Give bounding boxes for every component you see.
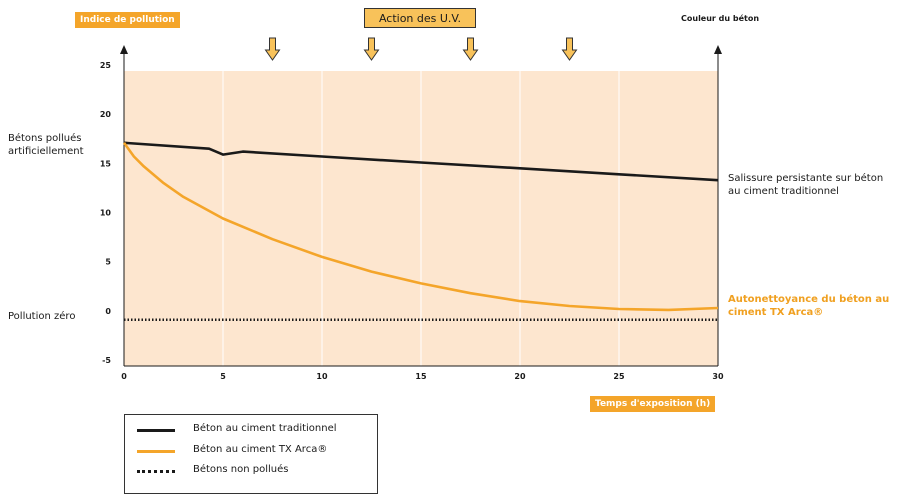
y-axis-arrow-right [714, 45, 722, 54]
x-tick-label: 25 [613, 372, 625, 381]
tick-labels: -5 0 5 10 15 20 25 0 5 10 15 20 25 30 [100, 61, 724, 381]
x-tick-label: 15 [415, 372, 427, 381]
y-tick-label: 25 [100, 61, 112, 70]
x-tick-label: 5 [220, 372, 226, 381]
legend-label: Bétons non pollués [193, 464, 289, 475]
uv-arrow-icon [462, 37, 479, 61]
legend-label: Béton au ciment traditionnel [193, 423, 337, 434]
uv-arrows [264, 37, 578, 61]
label-polluted: Bétons pollués artificiellement [8, 133, 84, 157]
axes [120, 45, 722, 367]
right-axis-title: Couleur du béton [681, 14, 760, 23]
series-lines [122, 141, 719, 322]
label-traditional-result: Salissure persistante sur béton au cimen… [728, 173, 884, 197]
x-tick-label: 0 [121, 372, 127, 381]
label-pollution-zero: Pollution zéro [8, 311, 76, 322]
y-axis-title: Indice de pollution [75, 12, 180, 28]
y-tick-label: 10 [100, 209, 112, 218]
legend-swatch-traditional [137, 429, 175, 432]
x-tick-label: 20 [514, 372, 526, 381]
uv-arrow-icon [363, 37, 380, 61]
y-tick-label: 20 [100, 110, 112, 119]
y-axis-arrow-left [120, 45, 128, 54]
x-tick-label: 30 [712, 372, 724, 381]
label-arca-result: Autonettoyance du béton au ciment TX Arc… [728, 294, 890, 318]
uv-arrow-icon [561, 37, 578, 61]
y-tick-label: -5 [102, 356, 111, 365]
y-tick-label: 5 [105, 258, 111, 267]
legend-swatch-unpolluted [137, 470, 175, 473]
x-axis-title: Temps d'exposition (h) [590, 396, 716, 412]
grid-lines [222, 71, 620, 366]
pollution-chart: -5 0 5 10 15 20 25 0 5 10 15 20 25 30 [100, 37, 724, 381]
x-tick-label: 10 [316, 372, 328, 381]
uv-action-label: Action des U.V. [364, 8, 476, 28]
uv-arrow-icon [264, 37, 281, 61]
y-tick-label: 15 [100, 159, 112, 168]
legend: Béton au ciment traditionnel Béton au ci… [124, 414, 378, 494]
legend-label: Béton au ciment TX Arca® [193, 444, 328, 455]
series-line-1 [122, 142, 719, 312]
y-tick-label: 0 [105, 307, 111, 316]
legend-swatch-arca [137, 450, 175, 453]
series-line-0 [123, 141, 719, 182]
